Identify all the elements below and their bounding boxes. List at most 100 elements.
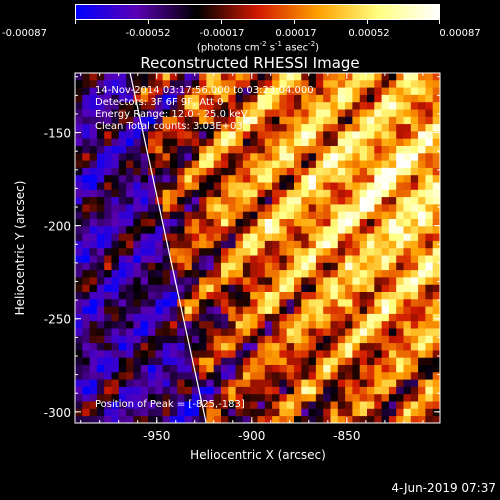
heatmap-cell [126,226,134,234]
heatmap-cell [206,270,215,278]
heatmap-cell [242,262,251,271]
heatmap-cell [396,204,404,213]
heatmap-cell [242,240,251,249]
heatmap-cell [264,153,273,161]
heatmap-cell [228,379,236,388]
heatmap-cell [337,386,346,395]
heatmap-cell [184,365,193,373]
heatmap-cell [111,313,120,322]
heatmap-cell [301,189,309,198]
heatmap-cell [388,408,397,417]
heatmap-cell [177,182,185,191]
heatmap-cell [177,233,185,242]
heatmap-cell [403,248,412,256]
heatmap-cell [206,226,215,234]
heatmap-cell [104,313,112,322]
heatmap-cell [418,197,426,205]
heatmap-cell [221,270,229,278]
heatmap-cell [140,292,149,300]
heatmap-cell [396,102,404,110]
heatmap-cell [359,175,368,183]
heatmap-cell [308,401,317,410]
heatmap-cell [199,226,207,234]
heatmap-cell [410,211,419,220]
heatmap-cell [89,328,98,337]
heatmap-cell [162,73,171,81]
chart-title: Reconstructed RHESSI Image [140,54,360,72]
heatmap-cell [323,277,331,286]
heatmap-cell [301,306,309,315]
heatmap-cell [199,343,207,351]
heatmap-cell [89,284,98,293]
heatmap-cell [308,175,317,183]
heatmap-cell [206,321,215,329]
heatmap-cell [264,189,273,198]
heatmap-cell [330,124,339,132]
heatmap-cell [403,116,412,125]
heatmap-cell [323,109,331,118]
heatmap-cell [228,365,236,373]
heatmap-cell [75,372,83,380]
heatmap-cell [432,153,440,161]
heatmap-cell [337,102,346,110]
heatmap-cell [359,408,368,417]
heatmap-cell [425,109,434,118]
heatmap-cell [352,146,361,154]
heatmap-cell [235,306,244,315]
heatmap-cell [359,321,368,329]
heatmap-cell [118,211,127,220]
heatmap-cell [104,167,112,176]
heatmap-cell [89,321,98,329]
heatmap-cell [308,73,317,81]
heatmap-cell [177,167,185,176]
heatmap-cell [374,146,382,154]
heatmap-cell [206,219,215,227]
heatmap-cell [425,292,434,300]
heatmap-cell [432,175,440,183]
heatmap-cell [184,182,193,191]
heatmap-cell [169,248,178,256]
heatmap-cell [388,182,397,191]
heatmap-cell [257,328,266,337]
heatmap-cell [345,189,353,198]
heatmap-cell [367,109,375,118]
heatmap-cell [272,255,280,264]
heatmap-cell [228,226,236,234]
heatmap-cell [315,365,324,373]
heatmap-cell [425,306,434,315]
heatmap-cell [432,335,440,344]
heatmap-cell [140,211,149,220]
heatmap-cell [301,321,309,329]
heatmap-cell [425,87,434,96]
heatmap-cell [359,335,368,344]
heatmap-cell [396,401,404,410]
heatmap-cell [381,292,390,300]
heatmap-cell [111,153,120,161]
heatmap-cell [301,226,309,234]
heatmap-cell [388,219,397,227]
heatmap-cell [250,248,258,256]
heatmap-cell [257,357,266,366]
heatmap-cell [425,167,434,176]
heatmap-cell [184,299,193,307]
heatmap-cell [432,219,440,227]
heatmap-cell [264,131,273,140]
heatmap-cell [388,175,397,183]
heatmap-cell [425,94,434,103]
heatmap-cell [432,372,440,380]
heatmap-cell [388,284,397,293]
heatmap-cell [279,343,288,351]
heatmap-cell [221,277,229,286]
heatmap-cell [308,146,317,154]
heatmap-cell [403,153,412,161]
heatmap-cell [294,233,302,242]
heatmap-cell [228,350,236,359]
heatmap-cell [345,394,353,402]
heatmap-cell [184,204,193,213]
heatmap-cell [169,328,178,337]
heatmap-cell [272,182,280,191]
heatmap-cell [367,270,375,278]
colorbar-tick-label: 0.00087 [439,28,481,39]
heatmap-cell [82,124,90,132]
heatmap-cell [140,204,149,213]
